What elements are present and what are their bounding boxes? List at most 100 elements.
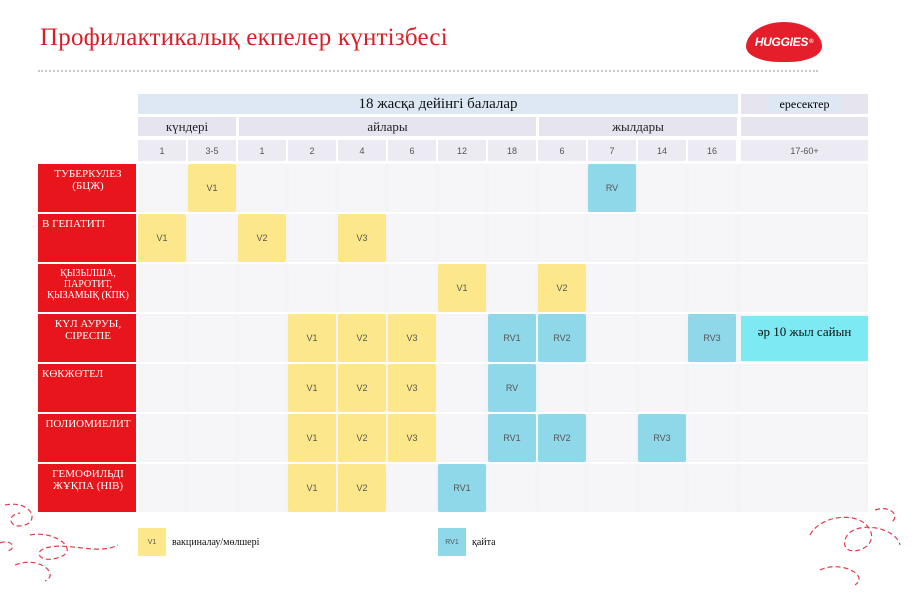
months-group-header: айлары — [239, 117, 536, 136]
vaccination-dose: V3 — [388, 364, 436, 412]
logo-trademark: ® — [809, 39, 814, 45]
empty-cell — [389, 165, 435, 211]
vaccination-dose: V2 — [338, 364, 386, 412]
adult-revaccination-note: әр 10 жыл сайын — [741, 316, 868, 361]
vaccination-dose: V1 — [288, 414, 336, 462]
empty-cell — [189, 265, 235, 311]
vaccination-dose: V1 — [288, 464, 336, 512]
empty-cell — [139, 265, 185, 311]
empty-cell — [639, 315, 685, 361]
revaccination-dose: RV — [588, 164, 636, 212]
empty-cell — [189, 415, 235, 461]
empty-cell — [742, 465, 867, 511]
vaccination-dose: V1 — [288, 364, 336, 412]
disease-label: ҚЫЗЫЛША, ПАРОТИТ, ҚЫЗАМЫҚ (КПК) — [38, 264, 136, 312]
legend-revaccination-text: қайта — [472, 537, 496, 548]
empty-cell — [689, 265, 735, 311]
empty-cell — [539, 165, 585, 211]
empty-cell — [639, 365, 685, 411]
empty-cell — [239, 415, 285, 461]
vaccination-dose: V1 — [188, 164, 236, 212]
age-tick: 6 — [538, 140, 586, 161]
revaccination-dose: RV1 — [488, 314, 536, 362]
age-tick: 6 — [388, 140, 436, 161]
empty-cell — [639, 265, 685, 311]
vaccination-dose: V2 — [338, 414, 386, 462]
empty-cell — [339, 265, 385, 311]
disease-label: ТУБЕРКУЛЕЗ (БЦЖ) — [38, 164, 136, 212]
years-group-header: жылдары — [539, 117, 737, 136]
empty-cell — [742, 215, 867, 261]
empty-cell — [439, 415, 485, 461]
vaccination-dose: V1 — [288, 314, 336, 362]
empty-cell — [139, 365, 185, 411]
vaccination-dose: V1 — [138, 214, 186, 262]
disease-label: ГЕМОФИЛЬДІ ЖҰҚПА (HIB) — [38, 464, 136, 512]
empty-cell — [289, 215, 335, 261]
age-tick: 14 — [638, 140, 686, 161]
empty-cell — [289, 265, 335, 311]
empty-cell — [639, 465, 685, 511]
revaccination-dose: RV — [488, 364, 536, 412]
empty-cell — [439, 165, 485, 211]
age-tick: 4 — [338, 140, 386, 161]
days-group-label: күндері — [165, 118, 209, 134]
age-tick: 16 — [688, 140, 736, 161]
empty-cell — [439, 215, 485, 261]
legend-vaccination-sample: V1 — [147, 538, 157, 546]
empty-cell — [689, 165, 735, 211]
age-tick: 1 — [238, 140, 286, 161]
huggies-logo: HUGGIES ® — [746, 22, 822, 62]
vaccination-dose: V3 — [338, 214, 386, 262]
days-group-header: күндері — [138, 117, 236, 136]
empty-cell — [489, 215, 535, 261]
empty-cell — [139, 165, 185, 211]
empty-cell — [539, 215, 585, 261]
revaccination-dose: RV1 — [438, 464, 486, 512]
vaccination-dose: V3 — [388, 314, 436, 362]
empty-cell — [742, 165, 867, 211]
empty-cell — [389, 265, 435, 311]
decorative-doodle-left — [0, 503, 119, 582]
disease-label: КӨКЖӨТЕЛ — [38, 364, 136, 412]
empty-cell — [439, 365, 485, 411]
empty-cell — [139, 315, 185, 361]
page-title: Профилактикалық екпелер күнтізбесі — [40, 24, 448, 51]
empty-cell — [139, 465, 185, 511]
disease-label: В ГЕПАТИТІ — [38, 214, 136, 262]
empty-cell — [239, 265, 285, 311]
vaccination-dose: V3 — [388, 414, 436, 462]
empty-cell — [689, 465, 735, 511]
empty-cell — [239, 365, 285, 411]
vaccination-dose: V2 — [538, 264, 586, 312]
empty-cell — [189, 365, 235, 411]
empty-cell — [389, 215, 435, 261]
empty-cell — [239, 465, 285, 511]
empty-cell — [689, 215, 735, 261]
empty-cell — [589, 415, 635, 461]
adults-header: ересектер — [741, 94, 868, 114]
empty-cell — [689, 365, 735, 411]
years-group-label: жылдары — [612, 118, 664, 134]
empty-cell — [239, 315, 285, 361]
empty-cell — [539, 465, 585, 511]
months-group-label: айлары — [367, 118, 408, 134]
adults-group-header — [741, 117, 868, 136]
age-tick: 7 — [588, 140, 636, 161]
vaccination-dose: V2 — [338, 314, 386, 362]
revaccination-dose: RV3 — [688, 314, 736, 362]
vaccination-dose: V1 — [438, 264, 486, 312]
empty-cell — [589, 365, 635, 411]
empty-cell — [389, 465, 435, 511]
revaccination-dose: RV2 — [538, 314, 586, 362]
vaccination-dose: V2 — [338, 464, 386, 512]
age-tick: 12 — [438, 140, 486, 161]
empty-cell — [339, 165, 385, 211]
empty-cell — [489, 465, 535, 511]
disease-label: КҮЛ АУРУЫ, СІРЕСПЕ — [38, 314, 136, 362]
decorative-doodle-right — [809, 508, 901, 586]
revaccination-dose: RV2 — [538, 414, 586, 462]
adults-header-label: ересектер — [767, 96, 842, 112]
revaccination-dose: RV3 — [638, 414, 686, 462]
age-tick: 17-60+ — [741, 140, 868, 161]
